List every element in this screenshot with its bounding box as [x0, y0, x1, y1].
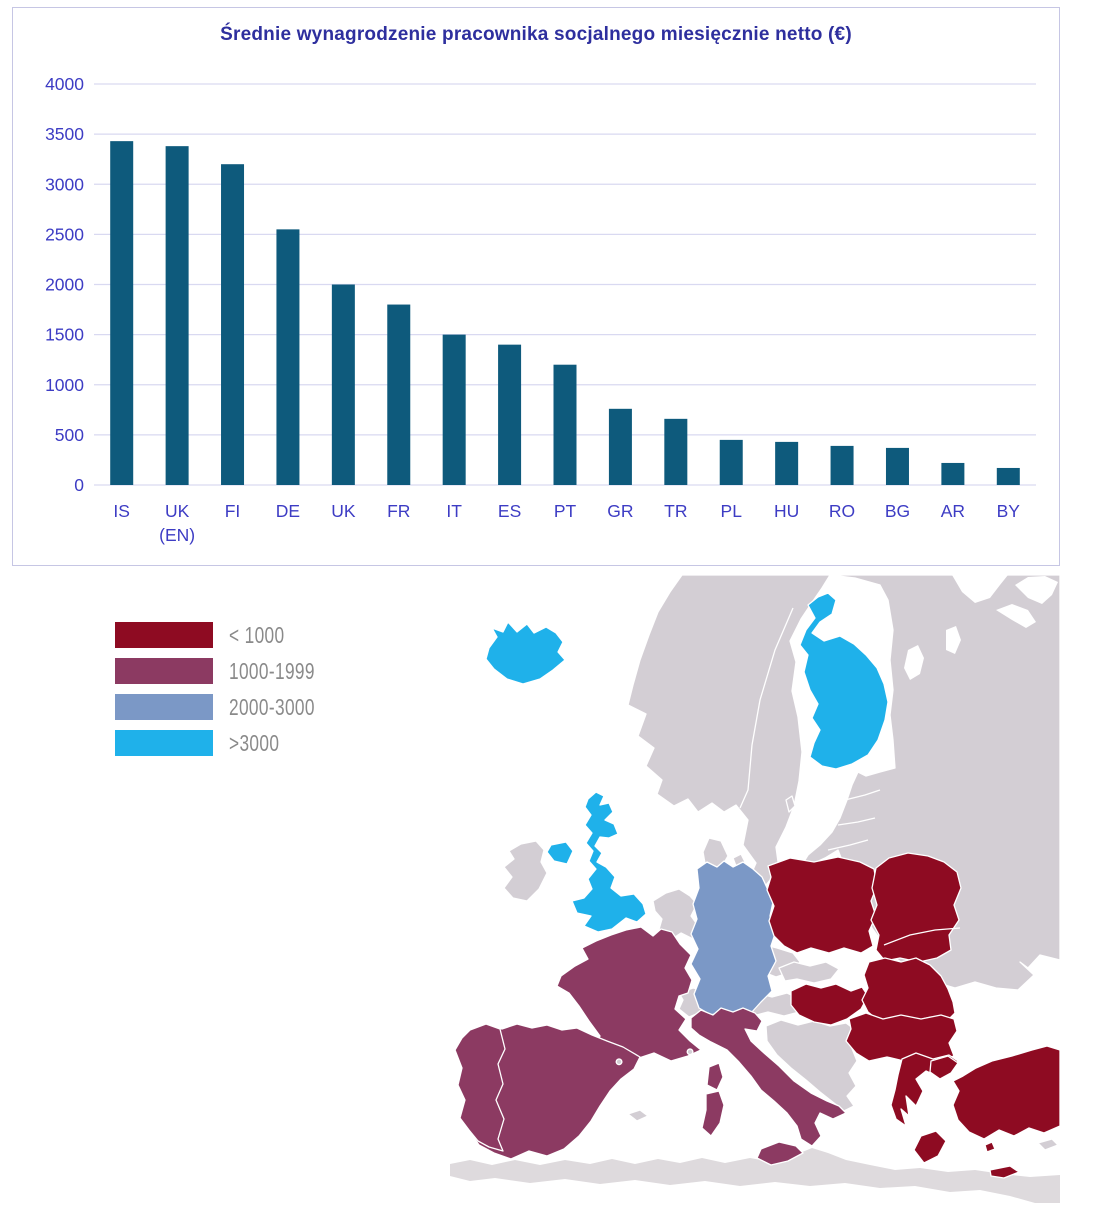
country-monaco: [686, 1048, 694, 1056]
x-category-label: AR: [941, 501, 965, 521]
country-germany: [690, 860, 777, 1018]
country-greece: [890, 1052, 1020, 1179]
bar: [608, 408, 632, 485]
country-andorra: [615, 1058, 623, 1066]
country-corsica: [706, 1062, 724, 1091]
country-poland: [766, 856, 878, 954]
bar: [830, 445, 854, 485]
legend-row: 2000-3000: [115, 694, 344, 720]
x-category-label: BG: [885, 501, 910, 521]
x-category-label: RO: [829, 501, 855, 521]
bar: [664, 418, 688, 485]
bar: [941, 462, 965, 485]
country-turkey: [929, 1045, 1061, 1140]
x-category-label: (EN): [159, 525, 195, 545]
country-lake-ladoga: [904, 645, 924, 680]
country-united-kingdom: [546, 791, 647, 933]
y-tick-label: 3500: [45, 124, 84, 144]
country-finland: [799, 592, 889, 770]
map-legend: < 1000 1000-1999 2000-3000 >3000: [115, 622, 344, 766]
legend-row: < 1000: [115, 622, 344, 648]
bar-chart: 0 500 1000 1500 2000 2500 3000 3500 4000 IS UK (EN)…: [45, 74, 1036, 545]
x-category-label: HU: [774, 501, 799, 521]
country-iceland: [485, 621, 566, 685]
bar: [165, 146, 189, 485]
y-tick-label: 1000: [45, 375, 84, 395]
country-scandinavia: [627, 574, 831, 886]
legend-label: >3000: [229, 729, 280, 756]
x-category-label: GR: [607, 501, 633, 521]
y-tick-label: 1500: [45, 325, 84, 345]
country-cyprus: [1037, 1138, 1059, 1151]
legend-label: 1000-1999: [229, 657, 315, 684]
bar: [775, 441, 799, 485]
x-category-label: ES: [498, 501, 521, 521]
legend-swatch: [115, 658, 213, 684]
y-tick-label: 4000: [45, 74, 84, 94]
country-africa: [450, 1148, 1060, 1203]
y-tick-label: 2500: [45, 224, 84, 244]
x-category-label: IS: [113, 501, 130, 521]
bar: [221, 164, 245, 485]
europe-choropleth-map: [450, 574, 1061, 1203]
legend-swatch: [115, 622, 213, 648]
x-category-label: TR: [664, 501, 687, 521]
x-category-label: BY: [997, 501, 1021, 521]
x-category-label: UK: [331, 501, 356, 521]
y-tick-label: 0: [74, 475, 84, 495]
y-tick-label: 2000: [45, 275, 84, 295]
legend-swatch: [115, 694, 213, 720]
bar: [387, 304, 411, 485]
country-ireland: [503, 840, 548, 902]
bar: [442, 334, 466, 485]
bar: [885, 447, 909, 485]
legend-swatch: [115, 730, 213, 756]
salary-bar-chart-panel: Średnie wynagrodzenie pracownika socjaln…: [12, 7, 1060, 566]
chart-title: Średnie wynagrodzenie pracownika socjaln…: [220, 24, 852, 45]
country-belarus: [870, 852, 962, 963]
country-bulgaria: [845, 1012, 958, 1062]
legend-row: 1000-1999: [115, 658, 344, 684]
country-white-sea: [952, 575, 1058, 628]
y-tick-label: 3000: [45, 174, 84, 194]
bar: [719, 439, 743, 485]
y-tick-label: 500: [55, 425, 84, 445]
country-balearic-islands: [627, 1109, 649, 1122]
country-italy: [690, 1007, 847, 1166]
country-slovakia: [778, 961, 840, 984]
x-category-label: UK: [165, 501, 190, 521]
bar: [331, 284, 355, 485]
bar: [996, 467, 1020, 485]
country-portugal: [454, 1023, 506, 1152]
x-category-label: PT: [554, 501, 577, 521]
x-category-label: PL: [721, 501, 743, 521]
bar: [553, 364, 577, 485]
legend-label: < 1000: [229, 621, 285, 648]
bar: [110, 141, 134, 485]
x-category-label: DE: [276, 501, 300, 521]
bar: [276, 229, 300, 485]
europe-map-wrap: [450, 574, 1061, 1203]
x-category-label: FI: [225, 501, 241, 521]
x-category-label: FR: [387, 501, 410, 521]
country-lake-onega: [946, 626, 961, 654]
bar: [498, 344, 522, 485]
legend-label: 2000-3000: [229, 693, 315, 720]
x-category-label: IT: [446, 501, 462, 521]
internal-borders-decor: [739, 607, 961, 946]
legend-row: >3000: [115, 730, 344, 756]
country-gotland: [785, 795, 796, 813]
